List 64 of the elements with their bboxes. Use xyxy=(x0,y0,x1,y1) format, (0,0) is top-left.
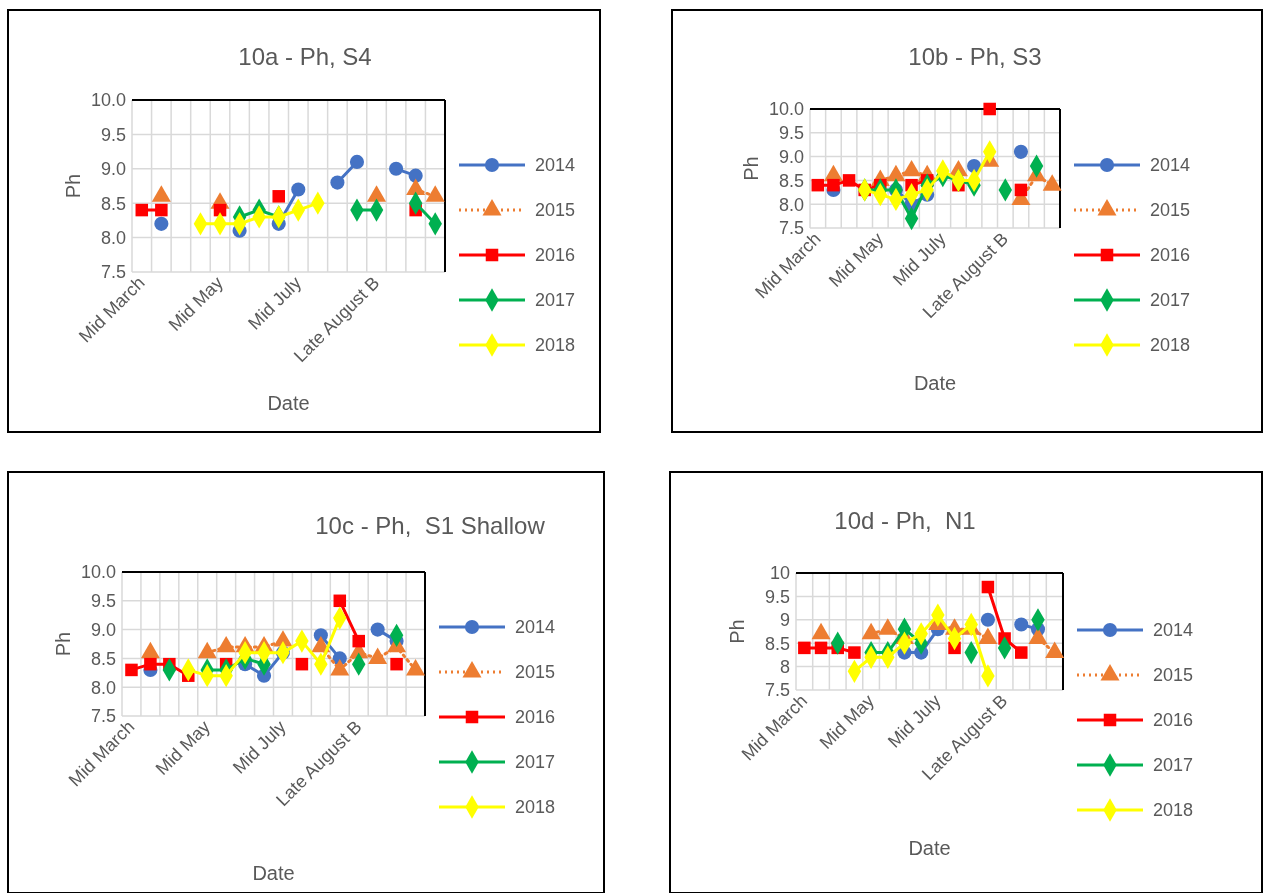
y-tick-label: 9.0 xyxy=(778,146,804,167)
y-tick-label: 8.0 xyxy=(778,194,804,215)
y-tick-label: 9 xyxy=(779,610,790,631)
y-tick-label: 8 xyxy=(779,656,790,677)
legend-label: 2014 xyxy=(515,617,556,638)
y-axis-title: Ph xyxy=(62,173,84,199)
y-tick-label: 10.0 xyxy=(80,562,116,583)
x-tick-label: Mid May xyxy=(815,690,878,753)
legend-label: 2015 xyxy=(1150,200,1191,221)
legend-label: 2014 xyxy=(1150,155,1191,176)
x-tick-label: Mid May xyxy=(151,716,215,779)
y-axis-title: Ph xyxy=(740,156,762,181)
legend-label: 2017 xyxy=(1150,290,1191,311)
y-axis-title: Ph xyxy=(52,631,74,657)
y-axis-title: Ph xyxy=(726,619,748,644)
y-tick-label: 9.5 xyxy=(90,591,116,612)
y-tick-label: 8.5 xyxy=(100,193,126,214)
y-tick-label: 7.5 xyxy=(764,680,790,701)
y-tick-label: 9.5 xyxy=(100,124,126,145)
y-tick-label: 10 xyxy=(769,563,790,584)
legend-label: 2016 xyxy=(535,245,576,266)
legend-label: 2017 xyxy=(535,290,576,311)
x-tick-label: Mid July xyxy=(888,228,950,290)
legend-label: 2015 xyxy=(535,200,576,221)
y-tick-label: 9.0 xyxy=(100,159,126,180)
y-tick-label: 8.5 xyxy=(778,170,804,191)
chart-title: 10d - Ph, N1 xyxy=(834,507,976,534)
y-tick-label: 7.5 xyxy=(90,706,116,727)
legend-label: 2018 xyxy=(1150,335,1191,356)
y-tick-label: 7.5 xyxy=(778,218,804,239)
legend-label: 2015 xyxy=(1153,665,1194,686)
x-tick-label: Mid May xyxy=(824,228,888,291)
legend-label: 2016 xyxy=(515,707,556,728)
legend-label: 2018 xyxy=(515,797,556,818)
x-tick-label: Mid July xyxy=(244,272,306,334)
y-tick-label: 9.0 xyxy=(90,619,116,640)
x-axis-title: Date xyxy=(913,372,957,394)
legend-label: 2016 xyxy=(1150,245,1191,266)
y-tick-label: 8.5 xyxy=(90,648,116,669)
chart-title: 10a - Ph, S4 xyxy=(238,43,372,70)
legend-label: 2018 xyxy=(535,335,576,356)
legend-label: 2016 xyxy=(1153,710,1194,731)
x-axis-title: Date xyxy=(267,392,310,414)
chart-title: 10c - Ph, S1 Shallow xyxy=(315,512,546,539)
x-tick-label: Mid July xyxy=(883,690,945,752)
legend-label: 2014 xyxy=(535,155,576,176)
y-tick-label: 7.5 xyxy=(100,262,126,283)
x-axis-title: Date xyxy=(252,862,295,884)
legend-label: 2018 xyxy=(1153,800,1194,821)
x-tick-label: Mid May xyxy=(164,272,227,335)
chart-title: 10b - Ph, S3 xyxy=(908,43,1042,70)
y-tick-label: 8.0 xyxy=(90,677,116,698)
y-tick-label: 10.0 xyxy=(768,99,804,120)
y-tick-label: 9.5 xyxy=(778,123,804,144)
legend-label: 2015 xyxy=(515,662,556,683)
legend-label: 2017 xyxy=(515,752,556,773)
y-tick-label: 8.5 xyxy=(764,633,790,654)
y-tick-label: 9.5 xyxy=(764,586,790,607)
x-axis-title: Date xyxy=(908,837,951,859)
legend-label: 2017 xyxy=(1153,755,1194,776)
y-tick-label: 10.0 xyxy=(90,90,126,111)
legend-label: 2014 xyxy=(1153,620,1194,641)
x-tick-label: Mid July xyxy=(228,716,290,778)
y-tick-label: 8.0 xyxy=(100,227,126,248)
